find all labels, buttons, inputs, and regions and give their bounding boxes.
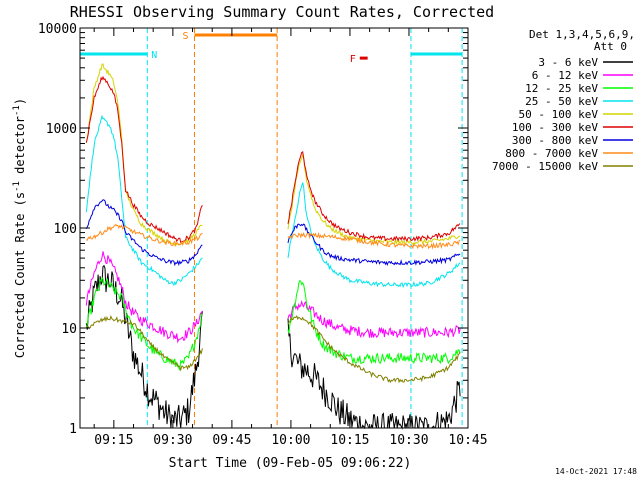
y-tick-label: 10: [61, 322, 77, 337]
legend-label: 12 - 25 keV: [525, 82, 598, 95]
legend-label: 800 - 7000 keV: [505, 147, 598, 160]
legend-header-detectors: Det 1,3,4,5,6,9,: [529, 28, 635, 41]
legend-label: 25 - 50 keV: [525, 95, 598, 108]
y-tick-label: 1: [69, 422, 77, 437]
series-line-2: [85, 277, 461, 371]
x-tick-label: 09:15: [94, 433, 133, 448]
series-line-1: [85, 251, 461, 344]
y-tick-label: 10000: [38, 22, 77, 37]
legend-label: 300 - 800 keV: [512, 134, 598, 147]
legend-label: 6 - 12 keV: [532, 69, 599, 82]
x-tick-label: 10:30: [389, 433, 428, 448]
x-tick-label: 09:45: [212, 433, 251, 448]
series-line-5: [85, 75, 461, 244]
x-tick-label: 09:30: [153, 433, 192, 448]
series-line-6: [85, 199, 461, 267]
y-axis-label: Corrected Count Rate (s-1 detector-1): [12, 98, 27, 358]
y-axis-label-sup2: -1: [12, 105, 22, 116]
chart-title: RHESSI Observing Summary Count Rates, Co…: [70, 3, 494, 21]
y-axis-label-main: Corrected Count Rate (s: [13, 192, 27, 358]
y-axis-label-sup1: -1: [12, 181, 22, 192]
y-tick-label: 100: [54, 222, 77, 237]
x-tick-label: 10:45: [448, 433, 487, 448]
x-axis-label: Start Time (09-Feb-05 09:06:22): [169, 456, 412, 471]
y-axis: 1 10 100 1000 10000: [38, 22, 468, 437]
night-flag-label: N: [151, 50, 157, 61]
flare-flag-label: F: [350, 54, 356, 65]
series-line-3: [85, 114, 461, 289]
y-axis-label-mid: detector: [13, 116, 27, 181]
x-tick-label: 10:00: [271, 433, 310, 448]
x-tick-label: 10:15: [330, 433, 369, 448]
legend-label: 50 - 100 keV: [519, 108, 599, 121]
series-line-7: [86, 223, 461, 250]
legend-header-attenuator: Att 0: [594, 40, 627, 53]
legend-label: 3 - 6 keV: [538, 56, 598, 69]
x-axis: 09:15 09:30 09:45 10:00 10:15 10:30 10:45: [93, 28, 488, 448]
y-tick-label: 1000: [46, 122, 77, 137]
saa-flag-label: S: [183, 31, 189, 42]
footer-timestamp: 14-Oct-2021 17:48: [555, 467, 637, 476]
legend-label: 100 - 300 keV: [512, 121, 598, 134]
legend-label: 7000 - 15000 keV: [492, 160, 598, 173]
series-line-8: [85, 314, 461, 384]
y-axis-label-end: ): [13, 98, 27, 105]
